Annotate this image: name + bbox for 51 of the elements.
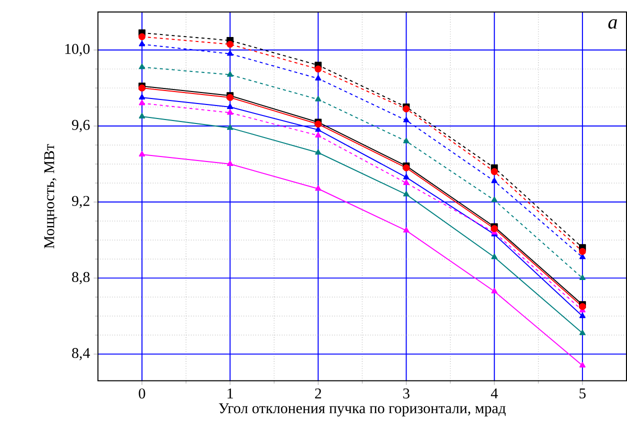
point <box>579 254 586 260</box>
point <box>226 104 234 110</box>
x-tick-label: 5 <box>580 388 586 399</box>
x-tick-label: 1 <box>228 388 233 398</box>
point <box>491 196 498 202</box>
point <box>315 75 322 81</box>
point <box>226 160 234 166</box>
point <box>403 191 410 197</box>
point <box>579 362 586 368</box>
point <box>314 66 322 73</box>
point <box>138 113 146 119</box>
point <box>138 100 146 106</box>
point <box>226 109 234 115</box>
point <box>579 330 586 336</box>
point <box>579 274 586 280</box>
x-axis-title: Угол отклонения пучка по горизонтали, мрад <box>218 404 506 417</box>
point <box>490 168 498 176</box>
point <box>491 254 498 260</box>
point <box>403 174 410 180</box>
x-tick-label: 3 <box>403 388 410 399</box>
y-tick-label: 9,6 <box>72 120 90 132</box>
x-tick-label: 0 <box>138 388 146 399</box>
point <box>315 185 322 191</box>
point <box>315 132 322 138</box>
point <box>226 40 234 48</box>
y-tick-label: 8,8 <box>72 272 90 284</box>
point <box>226 124 234 130</box>
point <box>491 288 498 294</box>
point <box>138 64 146 70</box>
y-axis-title: Мощность, МВт <box>44 144 58 249</box>
point <box>138 40 146 46</box>
point <box>403 138 410 144</box>
x-tick-label: 4 <box>490 388 498 398</box>
point <box>403 180 410 186</box>
point <box>315 96 322 102</box>
point <box>138 94 146 100</box>
point <box>315 149 322 155</box>
point <box>226 50 234 56</box>
point <box>138 33 146 40</box>
point <box>138 151 146 157</box>
point <box>578 248 586 256</box>
y-tick-label: 10,0 <box>65 44 90 56</box>
annotation: a <box>608 19 617 29</box>
y-tick-label: 8,4 <box>72 348 90 360</box>
point <box>403 117 410 122</box>
point <box>579 312 586 318</box>
point <box>491 178 498 184</box>
y-tick-label: 9,2 <box>72 196 90 208</box>
point <box>226 71 234 77</box>
point <box>403 227 410 233</box>
x-tick-label: 2 <box>315 388 322 399</box>
